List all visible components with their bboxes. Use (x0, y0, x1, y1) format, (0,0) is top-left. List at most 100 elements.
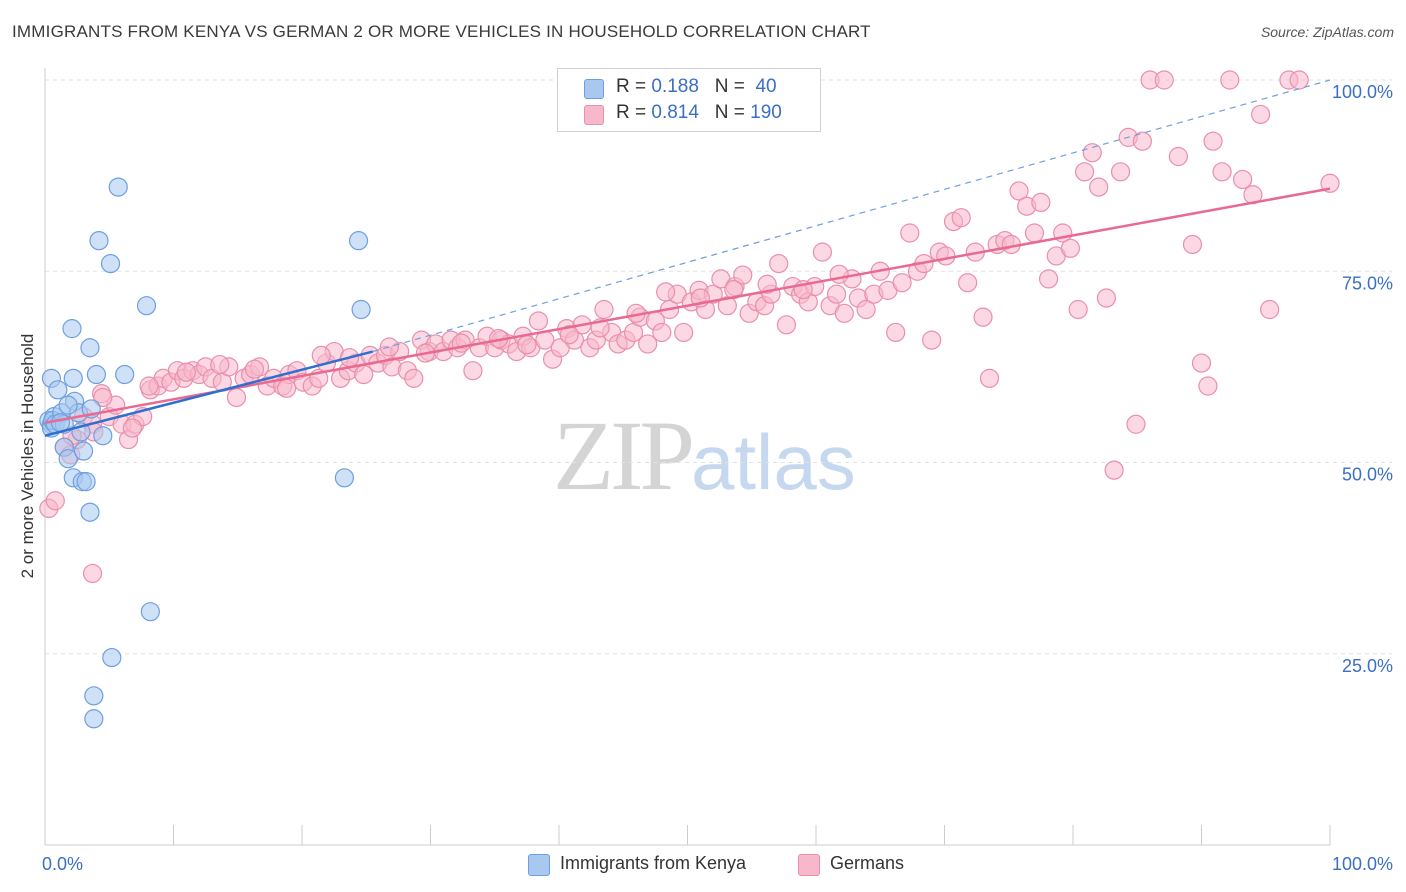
german-point (451, 333, 471, 353)
german-point (856, 299, 876, 320)
watermark-zip: ZIP (553, 400, 695, 511)
german-point (93, 387, 113, 408)
legend-r-value-kenya: 0.188 (651, 76, 699, 97)
german-point (594, 299, 614, 320)
bottom-legend-swatch-kenya (528, 854, 550, 876)
german-point (210, 354, 230, 375)
german-point (45, 491, 65, 511)
german-point (139, 376, 159, 396)
german-point (176, 362, 196, 382)
source-label: Source: ZipAtlas.com (1260, 24, 1394, 40)
german-point (463, 361, 483, 381)
kenya-point (102, 647, 122, 668)
german-point (1168, 146, 1188, 167)
german-point (922, 330, 942, 350)
german-point (812, 242, 833, 262)
y-tick-label: 50.0% (1342, 465, 1393, 485)
german-trend-line (44, 187, 1331, 424)
y-tick-label: 75.0% (1342, 273, 1393, 293)
german-point (276, 378, 297, 398)
kenya-trend-line (44, 350, 373, 437)
kenya-point (351, 299, 371, 320)
kenya-point (115, 364, 135, 385)
legend-swatch-kenya (584, 79, 604, 99)
german-point (1126, 414, 1146, 434)
kenya-point (80, 338, 100, 358)
german-point (1096, 288, 1117, 308)
kenya-point (334, 468, 355, 488)
kenya-point (89, 231, 109, 251)
german-point (1104, 460, 1124, 480)
german-point (1203, 131, 1223, 151)
german-point (769, 254, 789, 274)
german-point (244, 359, 265, 379)
legend-r-label: R = (616, 102, 647, 123)
german-point (826, 284, 847, 304)
bottom-legend-label-kenya: Immigrants from Kenya (560, 853, 747, 873)
kenya-point (93, 426, 113, 446)
german-point (1198, 376, 1218, 396)
bottom-legend-swatch-germans (798, 854, 820, 876)
german-point (226, 387, 247, 408)
german-point (958, 273, 978, 293)
kenya-point (76, 472, 96, 492)
german-point (1132, 131, 1152, 151)
german-point (404, 368, 424, 388)
legend-n-label: N = (714, 102, 745, 123)
german-point (900, 223, 920, 243)
watermark: ZIPatlas (553, 398, 856, 513)
german-point (517, 335, 537, 355)
german-point (638, 334, 658, 354)
kenya-point (136, 296, 157, 316)
german-point (1154, 70, 1174, 90)
y-tick-label: 25.0% (1342, 656, 1393, 676)
german-point (724, 280, 744, 300)
german-point (829, 264, 849, 284)
german-point (834, 303, 854, 323)
kenya-point (84, 686, 104, 706)
x-tick-label: 0.0% (42, 854, 83, 874)
german-point (1191, 353, 1212, 373)
kenya-point (80, 502, 100, 522)
german-point (1082, 143, 1102, 163)
german-point (1089, 177, 1109, 197)
legend-n-label: N = (714, 76, 745, 97)
legend-r-label: R = (616, 76, 647, 97)
kenya-point (48, 380, 68, 400)
kenya-point (58, 395, 78, 415)
german-point (733, 265, 753, 285)
x-tick-label: 100.0% (1332, 854, 1393, 874)
german-point (1320, 173, 1340, 193)
legend-n-value-kenya: 40 (755, 76, 777, 97)
german-point (1110, 162, 1131, 182)
german-point (979, 368, 1000, 388)
german-point (1233, 169, 1253, 190)
german-point (674, 322, 694, 343)
chart-title: IMMIGRANTS FROM KENYA VS GERMAN 2 OR MOR… (12, 22, 871, 41)
kenya-point (58, 449, 78, 469)
kenya-point (86, 364, 107, 385)
bottom-legend-label-germans: Germans (830, 853, 905, 873)
german-point (886, 322, 906, 343)
legend-r-value-germans: 0.814 (651, 102, 699, 123)
german-point (379, 337, 399, 357)
german-point (973, 307, 993, 327)
legend-swatch-germans (584, 105, 604, 125)
german-point (311, 345, 331, 365)
german-point (1009, 181, 1029, 201)
y-tick-label: 100.0% (1332, 82, 1393, 102)
german-point (652, 322, 672, 343)
german-point (122, 418, 142, 438)
kenya-point (100, 254, 121, 274)
german-point (951, 208, 971, 228)
german-point (559, 325, 579, 345)
german-point (1260, 299, 1280, 320)
german-point (892, 273, 912, 293)
kenya-point (108, 177, 128, 197)
german-point (776, 315, 797, 335)
german-point (1060, 238, 1081, 258)
german-point (1031, 192, 1051, 212)
german-point (757, 274, 777, 294)
kenya-point (63, 368, 83, 388)
